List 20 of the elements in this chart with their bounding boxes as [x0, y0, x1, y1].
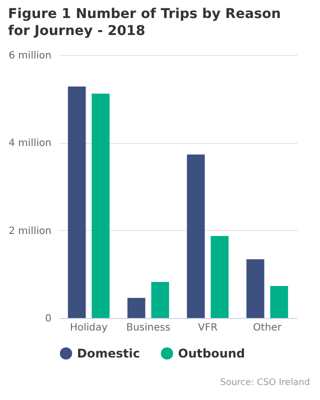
x-tick-label: VFR: [198, 322, 218, 334]
y-tick-label: 4 million: [8, 138, 52, 150]
bar: [270, 286, 288, 318]
x-tick-label: Other: [253, 322, 282, 334]
y-tick-label: 6 million: [8, 50, 52, 62]
bar: [151, 282, 170, 318]
x-tick-label: Business: [126, 322, 170, 334]
bar: [186, 154, 205, 318]
source-note: Source: CSO Ireland: [219, 378, 310, 388]
bar: [68, 86, 86, 318]
bar: [127, 298, 146, 318]
y-tick-label: 0: [45, 314, 52, 324]
legend-label: Domestic: [77, 346, 140, 360]
bar: [92, 94, 110, 318]
chart-title: Figure 1 Number of Trips by Reason for Journey - 2018: [7, 5, 282, 40]
bar: [210, 236, 229, 318]
legend-label: Outbound: [178, 346, 245, 360]
bar: [246, 259, 264, 318]
x-tick-label: Holiday: [70, 322, 108, 334]
y-tick-label: 2 million: [8, 226, 52, 237]
